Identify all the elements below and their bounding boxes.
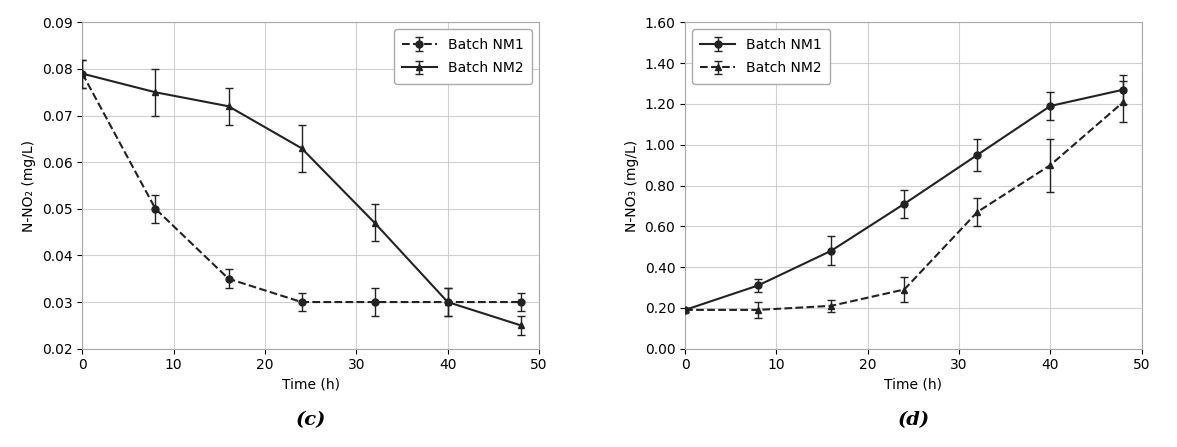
Y-axis label: N-NO₂ (mg/L): N-NO₂ (mg/L): [22, 139, 36, 232]
Y-axis label: N-NO₃ (mg/L): N-NO₃ (mg/L): [625, 139, 639, 232]
Legend: Batch NM1, Batch NM2: Batch NM1, Batch NM2: [692, 30, 830, 84]
X-axis label: Time (h): Time (h): [281, 378, 340, 392]
Text: (d): (d): [897, 411, 930, 429]
Legend: Batch NM1, Batch NM2: Batch NM1, Batch NM2: [394, 30, 532, 84]
Text: (c): (c): [295, 411, 326, 429]
X-axis label: Time (h): Time (h): [884, 378, 943, 392]
